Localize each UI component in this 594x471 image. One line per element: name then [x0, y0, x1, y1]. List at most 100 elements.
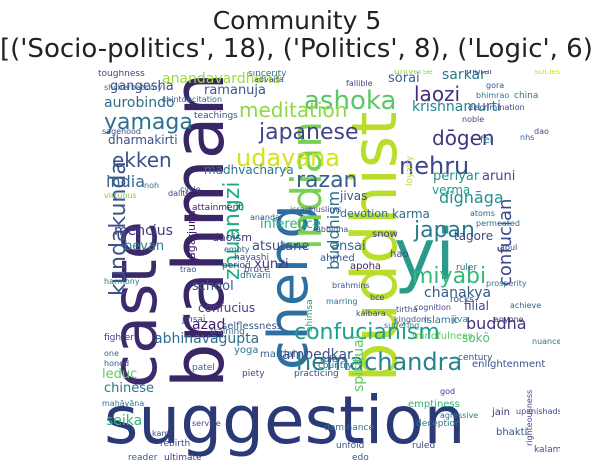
word-harmony: harmony: [104, 277, 140, 286]
word-meditation: meditation: [239, 98, 348, 122]
word-noble: noble: [462, 115, 485, 124]
word-brahmins: brahmins: [332, 281, 370, 290]
word-unfold: unfold: [336, 441, 365, 451]
word-devotion: devotion: [340, 207, 389, 220]
word-universe: universe: [394, 70, 433, 77]
word-ashoka: ashoka: [304, 86, 397, 116]
word-krishnamurti: krishnamurti: [412, 99, 502, 115]
word-kingdom: kingdom: [394, 315, 429, 324]
word-jivas: jivas: [340, 189, 368, 203]
word-spiritual: spiritual: [351, 335, 367, 392]
word-martial: martial: [260, 349, 296, 360]
word-muslims: muslims: [308, 205, 342, 214]
word-attainment: attainment: [192, 203, 242, 213]
word-century: century: [458, 353, 493, 363]
word-ansai: ansai: [331, 239, 366, 254]
word-udayana: udayana: [236, 144, 340, 172]
word-fei: fei: [480, 135, 493, 146]
word-one: one: [104, 349, 119, 358]
word-anandavardhana: anandavardhana: [162, 71, 281, 87]
word-marring: marring: [326, 297, 358, 306]
word-upanishads: upanishads: [516, 407, 560, 416]
word-dhvani: dhvani: [240, 271, 271, 281]
word-confucianism: confucianism: [294, 320, 440, 345]
word-karma: karma: [392, 207, 430, 221]
word-cognition: cognition: [414, 303, 451, 312]
word-ambedkar: ambedkar: [282, 347, 353, 363]
word-dalits: dalits: [168, 189, 190, 198]
word-bruce: bruce: [244, 265, 270, 275]
word-buddha: buddha: [466, 314, 527, 333]
word-periyar: periyar: [433, 169, 480, 184]
word-bhimrao: bhimrao: [476, 91, 510, 100]
word-prosperity: prosperity: [486, 279, 527, 288]
word-gora: gora: [486, 81, 505, 90]
word-permeated: permeated: [476, 219, 520, 228]
word-rulers: rulers: [320, 355, 346, 365]
word-cycle: cycle: [180, 185, 201, 194]
chart-title-line-2: [('Socio-politics', 18), ('Politics', 8)…: [0, 34, 594, 64]
word-kami: kami: [152, 429, 172, 438]
word-japanese: japanese: [259, 120, 359, 145]
word-reader: reader: [128, 453, 158, 463]
word-school: school: [192, 279, 234, 294]
word-gangesha: gangesha: [110, 79, 174, 94]
word-shcherbatskoy: shcherbatskoy: [104, 83, 163, 92]
word-xunzi: xunzi: [254, 257, 289, 272]
word-rebirth: rebirth: [160, 439, 191, 449]
word-israel: israel: [290, 205, 312, 214]
word-azad: azad: [192, 317, 226, 333]
word-rocks: rocks: [450, 295, 474, 305]
word-nhs: nhs: [520, 133, 535, 142]
word-dao: dao: [534, 127, 549, 136]
word-dogen: dōgen: [432, 126, 495, 150]
word-hayashi: hayashi: [234, 253, 269, 263]
word-yi: yi: [394, 214, 455, 296]
word-japan: japan: [414, 218, 475, 243]
word-ahmed: ahmed: [320, 253, 355, 264]
word-selflessness: selflessness: [222, 321, 282, 332]
word-ultimate: ultimate: [164, 453, 202, 463]
word-righteousness: righteousness: [525, 389, 534, 446]
word-leduc: leduc: [102, 367, 138, 382]
word-yoga: yoga: [234, 345, 259, 356]
word-deception: deception: [416, 419, 461, 429]
word-china: china: [514, 91, 539, 101]
word-bce: bce: [370, 293, 385, 302]
word-mencius: mencius: [114, 223, 173, 239]
word-kalam: kalam: [534, 445, 560, 455]
word-miyabi: miyabi: [412, 264, 487, 289]
word-empty: empty: [224, 245, 250, 254]
word-nehru: nehru: [399, 152, 470, 180]
word-islamic: islamic: [424, 315, 459, 326]
word-god: god: [440, 387, 456, 396]
word-suffering: suffering: [384, 321, 420, 330]
word-nagarjuna: nāgārjuna: [185, 210, 198, 266]
word-dharmakirti: dharmakirti: [108, 133, 178, 147]
word-anyone: anyone: [494, 315, 524, 324]
word-practicing: practicing: [294, 369, 339, 379]
word-abhidha: abhidha: [316, 225, 349, 234]
word-chanakya: chanakya: [424, 285, 492, 301]
word-ruler: ruler: [456, 263, 478, 273]
word-madhvacharya: madhvacharya: [204, 163, 294, 177]
word-bevan: bevan: [124, 239, 165, 254]
word-nuances: nuances: [532, 337, 560, 346]
word-society: society: [534, 70, 560, 77]
word-dominance: dominance: [324, 423, 374, 433]
word-sorai: sorai: [388, 71, 420, 86]
word-period: period: [222, 261, 251, 271]
word-verma: verma: [432, 183, 471, 197]
word-jiva: jiva: [452, 315, 468, 325]
word-aruni: aruni: [482, 169, 516, 184]
word-confucius: confucius: [198, 301, 256, 315]
word-india: india: [106, 172, 145, 191]
word-fighter: fighter: [104, 333, 134, 343]
word-apoha: apoha: [350, 261, 382, 272]
word-enlightenment: enlightenment: [472, 359, 546, 370]
word-emptiness: emptiness: [408, 399, 460, 410]
word-seika: seika: [106, 413, 143, 429]
word-inference: inference: [260, 217, 321, 232]
word-virtuous: virtuous: [104, 191, 137, 200]
word-cloud: suggestion caste brahman cheng buddhist yi ind…: [94, 70, 560, 462]
